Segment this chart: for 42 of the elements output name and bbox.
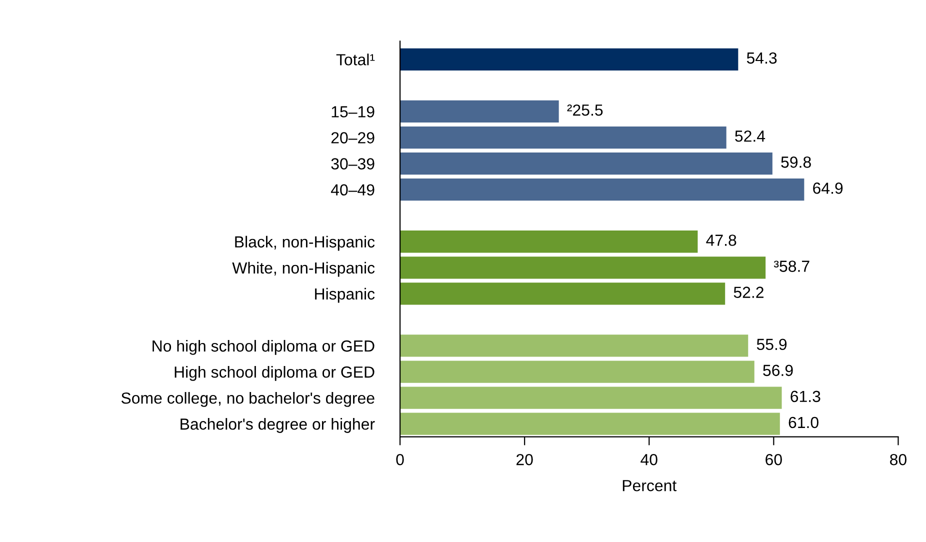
data-label: 52.4 <box>735 130 766 142</box>
x-tick-label: 80 <box>890 454 906 466</box>
bar <box>400 48 738 70</box>
y-tick-label: Hispanic <box>315 288 375 303</box>
y-tick-label: 30–39 <box>331 158 374 170</box>
data-label: ³58.7 <box>774 260 810 272</box>
x-tick-label: 20 <box>516 454 533 466</box>
bar <box>400 152 772 175</box>
y-tick-label: Total¹ <box>336 54 375 66</box>
data-label: 54.3 <box>746 52 777 64</box>
bar <box>400 178 804 201</box>
bar <box>400 360 754 383</box>
y-tick-label: Some college, no bachelor's degree <box>121 392 374 407</box>
bar <box>400 334 748 357</box>
y-tick-label: High school diploma or GED <box>174 366 374 381</box>
x-tick-label: 40 <box>640 454 658 466</box>
bar <box>400 126 726 149</box>
data-label: 61.0 <box>788 416 818 428</box>
x-tick-label: 0 <box>396 454 404 466</box>
bar <box>400 412 780 435</box>
y-tick-label: 20–29 <box>331 132 374 144</box>
y-tick-label: No high school diploma or GED <box>152 340 374 355</box>
x-tick-label: 60 <box>766 454 782 466</box>
bar <box>400 256 766 279</box>
data-label: 56.9 <box>763 364 793 376</box>
bar <box>400 230 698 253</box>
data-label: 61.3 <box>790 390 820 402</box>
data-label: 55.9 <box>756 338 787 350</box>
data-label: 59.8 <box>781 156 811 168</box>
y-tick-label: Black, non-Hispanic <box>235 236 375 251</box>
bar <box>400 386 782 409</box>
y-tick-label: White, non-Hispanic <box>232 262 375 277</box>
bar <box>400 100 559 123</box>
data-label: 64.9 <box>813 182 843 194</box>
data-label: 52.2 <box>734 286 764 298</box>
x-axis-title: Percent <box>622 480 677 492</box>
y-tick-label: 15–19 <box>332 106 374 118</box>
data-label: ²25.5 <box>567 104 603 116</box>
data-label: 47.8 <box>706 234 736 246</box>
y-tick-label: Bachelor's degree or higher <box>180 418 375 433</box>
bar <box>400 282 726 305</box>
y-tick-label: 40–49 <box>330 184 374 196</box>
